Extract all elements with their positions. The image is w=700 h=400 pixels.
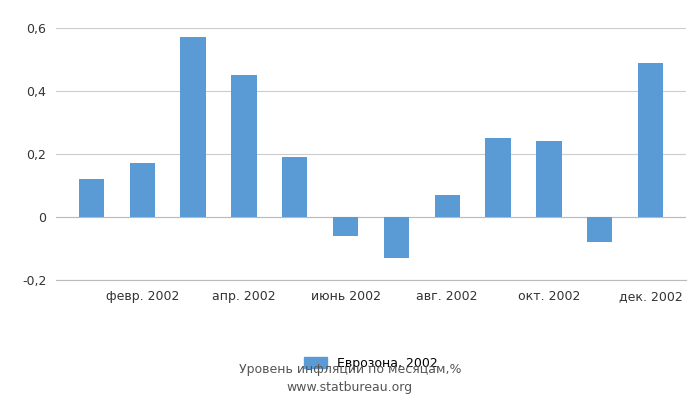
Legend: Еврозона, 2002: Еврозона, 2002	[304, 357, 438, 370]
Bar	[333, 217, 358, 236]
Bar	[130, 164, 155, 217]
Bar	[181, 38, 206, 217]
Bar	[384, 217, 409, 258]
Text: www.statbureau.org: www.statbureau.org	[287, 382, 413, 394]
Bar	[435, 195, 460, 217]
Text: Уровень инфляции по месяцам,%: Уровень инфляции по месяцам,%	[239, 364, 461, 376]
Bar	[231, 75, 257, 217]
Bar	[485, 138, 511, 217]
Bar	[638, 63, 663, 217]
Bar	[536, 141, 561, 217]
Bar	[587, 217, 612, 242]
Bar	[282, 157, 307, 217]
Bar	[79, 179, 104, 217]
